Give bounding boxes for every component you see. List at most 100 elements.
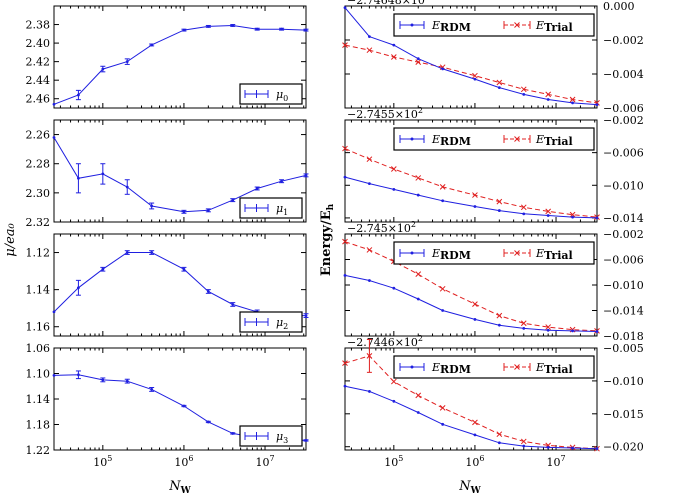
legend-trial-main: E	[535, 361, 544, 374]
legend-trial-sub: Trial	[544, 249, 573, 262]
legend-trial-label: ETrial	[535, 19, 573, 34]
x-tick-label-base: 10	[174, 456, 188, 469]
legend-trial-label: ETrial	[535, 361, 573, 376]
legend-box	[393, 127, 595, 151]
legend-rdm-main: E	[431, 361, 440, 374]
data-point	[231, 24, 235, 27]
data-point	[416, 193, 420, 197]
y-tick-label: −0.002	[603, 114, 644, 127]
data-point	[545, 324, 552, 330]
data-point	[392, 43, 396, 47]
y-tick-label: 2.46	[26, 93, 51, 106]
data-point	[342, 238, 348, 245]
axes-mu1: 2.26 2.28 2.30 2.32 μ1	[26, 119, 309, 229]
legend-rdm-label: ERDM	[431, 133, 471, 148]
y-tick-label: 2.30	[26, 187, 51, 200]
data-point	[472, 72, 478, 79]
y-tick-label: 2.32	[26, 216, 51, 229]
series-line-E_RDM	[344, 385, 598, 450]
data-point	[125, 379, 129, 383]
x-tick-label-base: 10	[465, 456, 479, 469]
left-y-axis-label: μ/ea₀	[3, 222, 18, 256]
legend-rdm-main: E	[431, 247, 440, 260]
data-point	[368, 279, 371, 282]
y-tick-label: 2.38	[26, 19, 51, 32]
y-tick-label: −0.006	[603, 147, 644, 160]
data-point	[280, 27, 283, 31]
data-point	[415, 392, 422, 399]
y-tick-label: −0.015	[603, 408, 644, 421]
data-point	[439, 405, 446, 411]
data-point	[343, 384, 347, 388]
legend-label-sub: 3	[283, 436, 288, 445]
data-point	[392, 187, 396, 191]
data-point	[571, 215, 574, 219]
legend-trial-main: E	[535, 19, 544, 32]
data-point	[497, 209, 501, 212]
data-point	[441, 67, 445, 71]
legend-trial-marker	[514, 136, 520, 142]
legend-label-sub: 2	[283, 322, 288, 331]
legend-rdm-sub: RDM	[440, 363, 471, 376]
data-point	[545, 91, 552, 98]
series-line-E_RDM	[344, 274, 598, 332]
data-point	[150, 251, 154, 254]
data-point	[150, 204, 154, 208]
y-tick-label: 1.14	[26, 284, 51, 297]
legend-box	[239, 83, 303, 105]
data-point	[150, 388, 154, 391]
data-point	[522, 212, 526, 216]
data-point	[304, 314, 308, 317]
data-point	[569, 211, 576, 218]
data-point	[441, 309, 445, 312]
data-point	[101, 172, 105, 176]
x-tick-label-base: 10	[93, 456, 107, 469]
y-tick-label: −0.014	[603, 305, 644, 318]
legend-rdm-main: E	[431, 19, 440, 32]
data-point	[206, 208, 210, 212]
data-point	[472, 419, 478, 426]
data-point	[231, 303, 235, 306]
data-point	[472, 301, 478, 307]
data-point	[343, 6, 347, 10]
legend-trial-marker	[514, 22, 520, 28]
data-point	[77, 373, 80, 377]
legend-box	[393, 355, 595, 379]
y-tick-label: −0.020	[603, 441, 644, 454]
y-tick-label: −0.018	[603, 330, 644, 343]
data-point	[473, 205, 477, 208]
data-point	[368, 35, 371, 38]
offset-label: −2.7446×102	[347, 334, 423, 349]
data-point	[441, 422, 445, 426]
data-point	[366, 47, 373, 54]
offset-label: −2.745×102	[347, 220, 416, 235]
data-point	[77, 93, 80, 97]
legend-box	[239, 197, 303, 219]
data-point	[546, 214, 550, 217]
legend-rdm-label: ERDM	[431, 247, 471, 262]
data-point	[522, 444, 526, 448]
y-tick-label: −0.014	[603, 212, 644, 225]
legend-label: μ1	[276, 202, 288, 217]
x-tick-label-exp: 5	[107, 454, 112, 463]
data-point	[304, 28, 308, 32]
y-tick-label: −0.005	[603, 342, 644, 355]
legend-box	[239, 311, 303, 333]
offset-label-exp: 2	[425, 0, 430, 1]
x-tick-label-exp: 7	[560, 454, 565, 463]
legend-trial-label: ETrial	[535, 133, 573, 148]
data-point	[473, 77, 477, 81]
series-line-μ2	[53, 252, 306, 317]
data-point	[206, 25, 210, 28]
data-point	[545, 208, 552, 215]
data-point	[52, 310, 56, 314]
data-point	[520, 204, 527, 211]
data-point	[415, 271, 422, 278]
data-point	[182, 267, 186, 271]
legend-label: μ3	[276, 430, 288, 445]
data-point	[497, 323, 501, 327]
data-point	[125, 251, 129, 254]
legend-trial-main: E	[535, 133, 544, 146]
y-tick-label: 2.44	[26, 74, 51, 87]
